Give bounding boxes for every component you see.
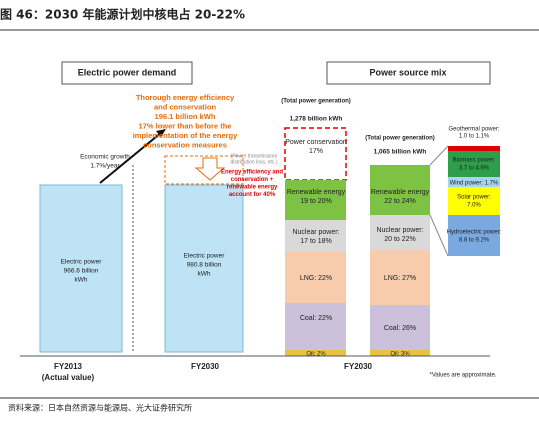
panel-title: Electric power demand (78, 67, 177, 77)
segment (285, 350, 346, 356)
segment (448, 151, 500, 177)
panel-box (326, 61, 491, 85)
label-line: Solar power: (457, 195, 491, 201)
segment (285, 220, 346, 252)
label-line: Biomass power: (453, 158, 496, 164)
label-line: 1.7%/year (90, 163, 120, 170)
label-line: 980.8 billion (187, 262, 222, 269)
label-line: (Power transmission/ (231, 153, 278, 159)
label-line: 3.7 to 4.6% (459, 166, 490, 172)
panel-title: Power source mix (369, 67, 446, 77)
label-line: Renewable energy (371, 189, 430, 196)
label-line: kWh (198, 271, 211, 278)
segment-label: Coal: 26% (384, 325, 416, 332)
connector (429, 214, 449, 257)
segment (370, 350, 430, 356)
stack-header: (Total power generation) (281, 99, 351, 105)
label-line: implementation of the energy (133, 131, 238, 140)
label-line: 8.8 to 9.2% (459, 238, 490, 244)
label-line: 22 to 24% (384, 198, 416, 205)
demand-bar (164, 184, 244, 353)
label-line: conservation + (231, 177, 274, 183)
label-line: 19 to 20% (300, 198, 332, 205)
axis-label: FY2030 (191, 362, 220, 371)
axis-label: (Actual value) (42, 373, 95, 382)
label-line: kWh (75, 277, 88, 284)
arrowhead (156, 129, 166, 137)
label-line: distribution loss, etc.) (231, 159, 278, 165)
label-line: Nuclear power: (292, 229, 339, 236)
source: 资料来源：日本自然资源与能源局、光大证券研究所 (8, 403, 192, 413)
label-line: renewable energy (227, 185, 278, 191)
segment (448, 187, 500, 215)
down-arrow (194, 157, 226, 181)
label-line: Nuclear power: (376, 227, 423, 234)
stack-total: 1,065 billion kWh (374, 149, 427, 156)
label-line: Hydroelectric power: (447, 230, 502, 236)
segment (448, 177, 500, 187)
demand-bar (39, 184, 123, 353)
label-line: conservation measures (143, 140, 227, 149)
label-line: 196.1 billion kWh (155, 112, 216, 121)
panel-box (61, 61, 193, 85)
label-line: and conservation (154, 102, 217, 111)
page-title: 图 46：2030 年能源计划中核电占 20-22% (0, 7, 245, 22)
axis-label: FY2030 (344, 362, 373, 371)
stack-header: (Total power generation) (365, 136, 435, 142)
segment-label: LNG: 27% (384, 275, 416, 282)
segment (285, 180, 346, 220)
label-line: Economic growth (80, 154, 130, 161)
multiline-labels: Economic growth 1.7%/year Thorough energy … (61, 93, 502, 284)
segment (370, 305, 430, 350)
label-line: Electric power (184, 253, 226, 260)
label-line: Electric power (61, 259, 103, 266)
segment-label: Coal: 22% (300, 315, 332, 322)
label-line: 17% lower than before the (139, 121, 232, 130)
segment (285, 303, 346, 350)
segment-label: Wind power: 1.7% (450, 181, 499, 187)
conservation-box (284, 127, 347, 181)
label-line: 7.0% (467, 203, 481, 209)
segment (448, 215, 500, 256)
segment (370, 215, 430, 250)
segment-label: LNG: 22% (300, 275, 332, 282)
segment (370, 250, 430, 305)
label-line: 17% (309, 148, 323, 155)
label-line: account for 40% (229, 192, 276, 198)
stack-total: 1,278 billion kWh (290, 116, 343, 123)
saving-box (164, 155, 244, 185)
segment-label: Oil: 3% (390, 352, 410, 358)
label-line: Power conservation (285, 139, 347, 146)
label-line: Renewable energy (287, 189, 346, 196)
segment (448, 146, 500, 151)
note: *Values are approximate. (430, 373, 497, 379)
segment-label: Oil: 2% (306, 352, 326, 358)
label-line: Geothermal power: (448, 127, 499, 133)
segment (285, 252, 346, 303)
label-line: 1.0 to 1.1% (459, 134, 490, 140)
label-line: Energy efficiency and (221, 170, 283, 176)
label-line: Thorough energy efficiency (136, 93, 235, 102)
label-line: 17 to 18% (300, 238, 332, 245)
axis-label: FY2013 (54, 362, 83, 371)
label-line: 20 to 22% (384, 236, 416, 243)
connector (429, 145, 449, 166)
label-line: 966.6 billion (64, 268, 99, 275)
growth-arrow (99, 131, 163, 184)
segment (370, 165, 430, 215)
